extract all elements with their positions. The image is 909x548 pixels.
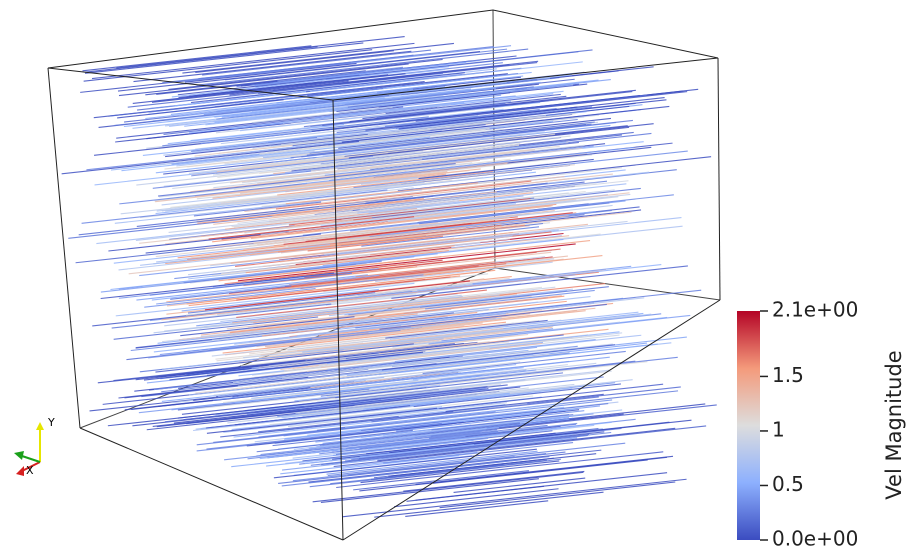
streamline xyxy=(116,37,404,68)
color-legend: Vel Magnitude 2.1e+00 1.5 1 0.5 0.0e+00 xyxy=(737,298,906,548)
color-legend-title: Vel Magnitude xyxy=(882,350,906,499)
tick-label: 1 xyxy=(772,417,785,441)
color-bar xyxy=(737,311,760,540)
streamline xyxy=(321,357,678,396)
render-view: Y X Vel Magnitude 2.1e+00 1.5 1 0.5 0.0e+00 xyxy=(0,0,909,548)
tick-label: 2.1e+00 xyxy=(772,298,858,322)
axis-label-x: X xyxy=(26,464,34,477)
axes-triad: Y X xyxy=(14,416,55,477)
tick-label: 0.5 xyxy=(772,472,804,496)
tick-label: 1.5 xyxy=(772,363,804,387)
tick-label: 0.0e+00 xyxy=(772,527,858,548)
axis-label-y: Y xyxy=(47,416,55,429)
streamlines xyxy=(62,37,717,518)
streamline xyxy=(119,183,307,203)
streamline xyxy=(454,478,586,492)
